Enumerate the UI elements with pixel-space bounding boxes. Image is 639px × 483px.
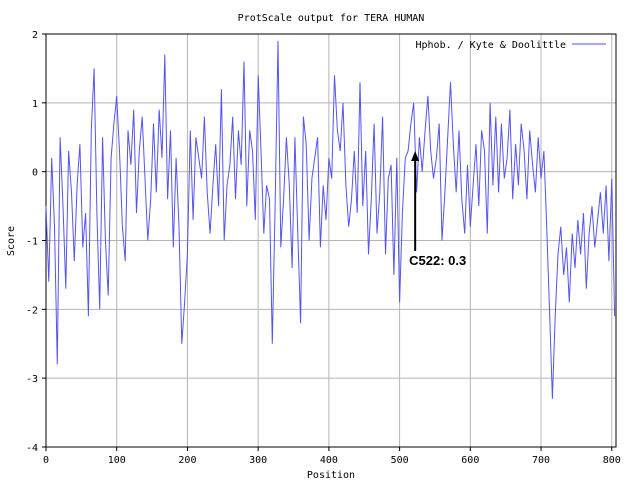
x-tick-label: 700 (532, 455, 550, 466)
chart-title: ProtScale output for TERA HUMAN (238, 13, 425, 24)
x-tick-label: 500 (391, 455, 409, 466)
y-axis-label: Score (6, 226, 17, 256)
y-tick-label: 2 (32, 30, 38, 41)
x-tick-label: 200 (178, 455, 196, 466)
x-tick-label: 400 (320, 455, 338, 466)
x-axis-label: Position (307, 470, 355, 481)
x-tick-label: 600 (461, 455, 479, 466)
y-tick-label: -3 (26, 374, 38, 385)
x-tick-label: 0 (43, 455, 49, 466)
axis-ticks: 0 100 200 300 400 500 600 700 800 -4 -3 -2 -1 0 1 2 (26, 30, 621, 466)
x-tick-label: 800 (603, 455, 621, 466)
legend: Hphob. / Kyte & Doolittle (415, 40, 606, 51)
y-tick-label: -1 (26, 237, 38, 248)
y-tick-label: -4 (26, 443, 38, 454)
legend-label: Hphob. / Kyte & Doolittle (415, 40, 566, 51)
grid-lines (45, 33, 616, 448)
annotation-arrow-head (411, 151, 420, 162)
y-tick-label: 0 (32, 168, 38, 179)
x-tick-label: 100 (108, 455, 126, 466)
y-tick-label: -2 (26, 305, 38, 316)
series-line (45, 40, 616, 399)
x-tick-label: 300 (249, 455, 267, 466)
y-tick-label: 1 (32, 99, 38, 110)
annotation-label: C522: 0.3 (409, 253, 466, 268)
annotation-c522: C522: 0.3 (409, 151, 466, 268)
